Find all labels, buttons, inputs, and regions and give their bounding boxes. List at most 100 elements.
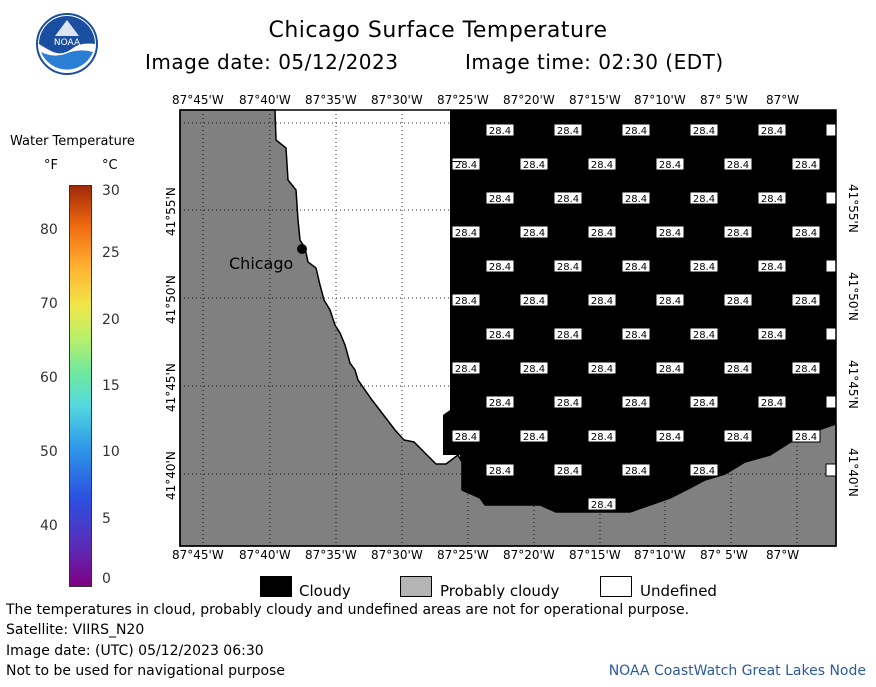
temperature-label-box [655,361,685,375]
celsius-tick-label: 15 [102,378,120,394]
temperature-label-box [485,191,515,205]
temperature-label-box [757,123,787,137]
longitude-label-top: 87°35'W [305,93,357,107]
temperature-label-box [791,157,821,171]
temperature-label-box [587,225,617,239]
temperature-label: 28.4 [727,228,749,239]
temperature-label: 28.4 [625,466,647,477]
temperature-label: 28.4 [727,364,749,375]
temperature-label-box [689,327,719,341]
temperature-label: 28.4 [795,296,817,307]
temperature-label: 28.4 [659,432,681,443]
image-time: Image time: 02:30 (EDT) [465,50,724,74]
temperature-label-box-clipped [825,123,837,137]
longitude-label-bottom: 87°10'W [634,548,686,562]
temperature-label-box [621,463,651,477]
temperature-label: 28.4 [693,330,715,341]
celsius-tick-label: 30 [102,183,120,199]
celsius-tick-label: 0 [102,571,111,587]
temperature-label: 28.4 [523,296,545,307]
temperature-label: 28.4 [761,262,783,273]
temperature-label: 28.4 [761,398,783,409]
fahrenheit-tick-label: 60 [40,370,58,386]
temperature-label: 28.4 [455,432,477,443]
temperature-label: 28.4 [761,194,783,205]
longitude-label-top: 87° 5'W [700,93,748,107]
longitude-label-top: 87°25'W [437,93,489,107]
temperature-label-box [757,327,787,341]
longitude-label-top: 87°W [766,93,800,107]
temperature-label-box [655,293,685,307]
temperature-label-box [757,259,787,273]
temperature-label-box [553,395,583,409]
temperature-label: 28.4 [727,432,749,443]
temperature-label: 28.4 [795,432,817,443]
temperature-label-box [553,463,583,477]
latitude-label-right: 41°55'N [846,184,860,233]
city-label-chicago: Chicago [229,254,294,273]
temperature-label: 28.4 [659,296,681,307]
longitude-label-bottom: 87°15'W [569,548,621,562]
longitude-label-bottom: 87° 5'W [700,548,748,562]
temperature-label-box [689,123,719,137]
footer-utc-date: Image date: (UTC) 05/12/2023 06:30 [6,643,264,659]
temperature-label-box [655,157,685,171]
temperature-label-box [723,293,753,307]
temperature-label: 28.4 [557,466,579,477]
temperature-label: 28.4 [761,330,783,341]
temperature-label-box [621,191,651,205]
fahrenheit-tick-label: 50 [40,444,58,460]
temperature-label-box [791,429,821,443]
temperature-label-box [621,259,651,273]
temperature-label: 28.4 [523,160,545,171]
temperature-label: 28.4 [693,262,715,273]
temperature-label-box [519,157,549,171]
temperature-label-box [791,361,821,375]
temperature-label-box [519,361,549,375]
temperature-label: 28.4 [591,364,613,375]
temperature-label: 28.4 [557,398,579,409]
longitude-label-top: 87°40'W [239,93,291,107]
temperature-label: 28.4 [591,500,613,511]
colorbar-title: Water Temperature [10,134,135,149]
temperature-label: 28.4 [693,398,715,409]
celsius-tick-label: 20 [102,312,120,328]
page-title: Chicago Surface Temperature [268,18,608,43]
celsius-tick-label: 10 [102,444,120,460]
temperature-label-box [655,429,685,443]
temperature-label: 28.4 [455,228,477,239]
image-date: Image date: 05/12/2023 [145,50,399,74]
temperature-label-box [723,361,753,375]
cloud-cover-area [443,110,836,512]
temperature-label-box [689,463,719,477]
temperature-label: 28.4 [693,194,715,205]
temperature-label: 28.4 [591,228,613,239]
longitude-label-top: 87°45'W [172,93,224,107]
temperature-label: 28.4 [659,364,681,375]
temperature-label: 28.4 [489,398,511,409]
temperature-label-box [485,463,515,477]
temperature-label-box [587,497,617,511]
temperature-label: 28.4 [727,296,749,307]
legend-label-undefined: Undefined [640,582,717,600]
legend-swatch-cloudy [260,576,292,597]
temperature-label-box [485,327,515,341]
temperature-label: 28.4 [455,160,477,171]
latitude-label-right: 41°40'N [846,448,860,497]
fahrenheit-tick-label: 80 [40,222,58,238]
temperature-label-box [519,225,549,239]
logo-text: NOAA [54,38,81,48]
temperature-label: 28.4 [795,364,817,375]
temperature-label-box [621,123,651,137]
legend-swatch-undefined [600,576,632,597]
temperature-label-box [587,429,617,443]
temperature-label-box [519,293,549,307]
footer-note: The temperatures in cloud, probably clou… [6,602,690,618]
temperature-label-box [621,395,651,409]
celsius-tick-label: 5 [102,511,111,527]
longitude-label-bottom: 87°30'W [371,548,423,562]
temperature-label-box [587,293,617,307]
temperature-label-box [451,293,481,307]
color-bar [69,185,92,587]
temperature-label-box [689,191,719,205]
